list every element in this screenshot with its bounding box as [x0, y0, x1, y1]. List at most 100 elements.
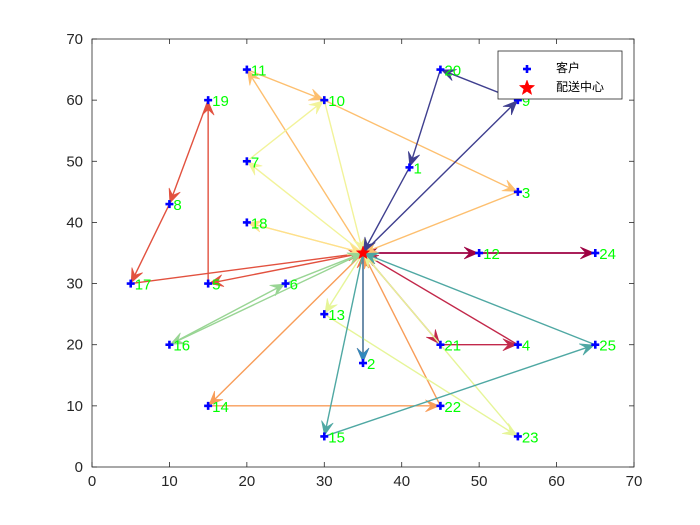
x-tick-label: 50: [471, 473, 488, 490]
legend-customer-label: 客户: [556, 60, 580, 75]
route-arrow: [321, 252, 364, 437]
customer-label: 11: [251, 63, 267, 80]
customer-label: 10: [328, 93, 345, 110]
customer-label: 18: [251, 215, 268, 232]
customer-label: 20: [444, 63, 461, 80]
customer-label: 16: [173, 338, 190, 355]
y-tick-label: 70: [66, 31, 83, 48]
route-arrow: [207, 252, 364, 407]
legend: 客户 配送中心: [497, 50, 623, 100]
customer-label: 2: [367, 356, 375, 373]
customer-marker: [436, 65, 445, 74]
customer-marker: [281, 279, 290, 288]
customer-label: 14: [212, 399, 229, 416]
y-tick-label: 10: [66, 398, 83, 415]
route-arrow: [362, 167, 411, 254]
customer-marker: [513, 432, 522, 441]
customer-marker: [513, 340, 522, 349]
markers-layer: [126, 65, 600, 441]
customer-marker: [591, 249, 600, 257]
legend-star-icon: [518, 79, 536, 96]
legend-depot-marker: [518, 79, 536, 96]
customer-marker: [436, 401, 445, 410]
x-tick-label: 70: [626, 473, 643, 490]
customer-marker: [475, 249, 484, 257]
customer-label: 22: [444, 399, 461, 416]
customer-marker: [242, 218, 251, 227]
route-arrow: [407, 69, 442, 168]
legend-depot-label: 配送中心: [556, 79, 604, 94]
x-tick-label: 40: [393, 473, 410, 490]
customer-label: 24: [599, 246, 616, 263]
customer-label: 17: [135, 277, 152, 294]
axes-layer: 0 10 20 30 40 50 60 70 0 10 20 30 40 50 60 70: [66, 31, 642, 490]
customer-label: 5: [212, 277, 220, 294]
customer-marker: [126, 279, 135, 288]
route-arrow: [208, 252, 364, 287]
customer-marker: [320, 310, 329, 319]
customer-marker: [320, 96, 329, 105]
route-arrow: [246, 99, 325, 162]
customer-label: 21: [444, 338, 461, 355]
customer-label: 23: [522, 429, 539, 446]
route-arrow: [246, 69, 364, 254]
y-tick-label: 50: [66, 153, 83, 170]
y-tick-label: 20: [66, 337, 83, 354]
route-arrow: [246, 68, 325, 101]
route-arrow: [356, 253, 370, 364]
customer-label: 6: [290, 277, 298, 294]
route-arrow: [362, 99, 519, 254]
customer-marker: [513, 187, 522, 196]
customer-marker: [204, 401, 213, 410]
customer-label: 4: [522, 338, 530, 355]
customer-marker: [204, 96, 213, 105]
x-tick-label: 20: [239, 473, 256, 490]
route-arrow: [130, 203, 171, 284]
customer-marker: [165, 200, 174, 209]
y-tick-label: 40: [66, 214, 83, 231]
route-arrow: [208, 399, 441, 413]
y-tick-label: 30: [66, 276, 83, 293]
route-arrow: [168, 99, 209, 205]
customer-label: 1: [413, 160, 421, 177]
customer-marker: [242, 65, 251, 74]
route-arrow: [246, 160, 364, 254]
customer-marker: [204, 279, 213, 288]
customer-label: 19: [212, 93, 229, 110]
customer-marker: [242, 157, 251, 166]
customer-marker: [359, 359, 367, 368]
customer-marker: [436, 340, 445, 349]
customer-marker: [320, 432, 329, 441]
customer-label: 3: [522, 185, 530, 202]
legend-customer-marker: [523, 65, 531, 73]
x-tick-label: 30: [316, 473, 333, 490]
customer-label: 13: [328, 307, 345, 324]
customer-label: 9: [522, 93, 530, 110]
plot-frame: [91, 38, 635, 468]
route-arrow: [169, 282, 286, 346]
route-arrow: [362, 252, 596, 346]
x-tick-label: 0: [88, 473, 96, 490]
customer-label: 15: [328, 429, 345, 446]
y-tick-label: 60: [66, 92, 83, 109]
route-arrow: [285, 252, 364, 285]
customer-label: 12: [483, 246, 500, 263]
customer-label: 8: [173, 197, 181, 214]
customer-marker: [591, 340, 600, 349]
route-arrow: [324, 343, 596, 438]
customer-marker: [405, 163, 414, 172]
route-arrow: [323, 252, 364, 315]
customer-label: 25: [599, 338, 616, 355]
legend-plus-icon: [523, 65, 531, 73]
x-tick-label: 60: [548, 473, 565, 490]
y-tick-label: 0: [75, 459, 83, 476]
customer-marker: [165, 340, 174, 349]
depot-marker: [355, 245, 371, 260]
route-arrow: [323, 99, 519, 193]
x-tick-label: 10: [161, 473, 178, 490]
route-arrow: [440, 338, 518, 351]
customer-label: 7: [251, 154, 259, 171]
legend-box: [497, 50, 623, 100]
